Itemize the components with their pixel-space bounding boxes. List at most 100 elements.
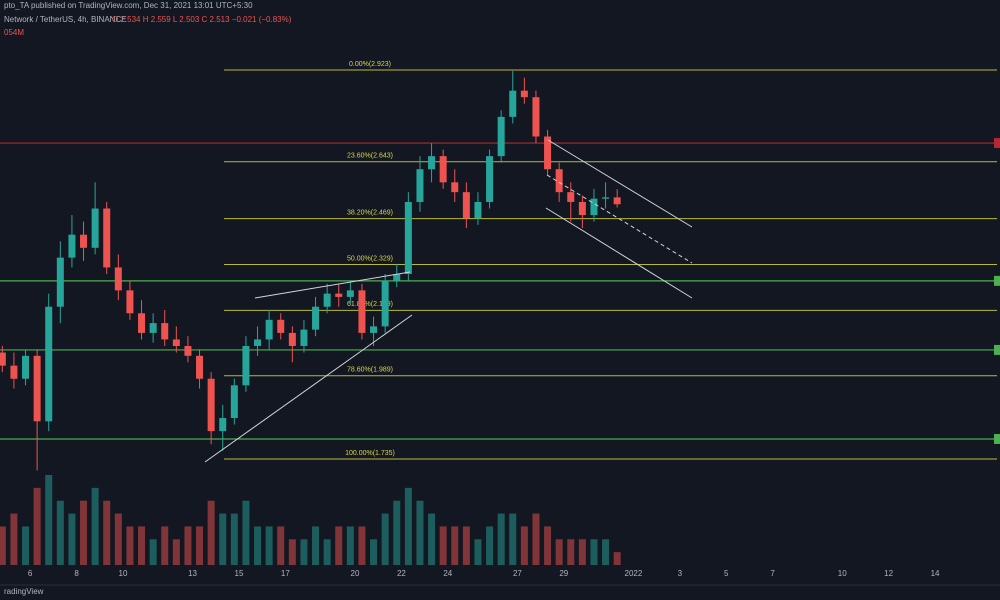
candle-body [161, 323, 169, 340]
level-tag [994, 344, 1000, 355]
x-tick-label: 13 [188, 569, 197, 578]
candle-body [114, 267, 122, 291]
candle-body [602, 197, 610, 199]
fib-label: 100.00%(1.735) [345, 450, 395, 457]
fib-label: 61.80%(2.189) [347, 301, 393, 308]
volume-bar [590, 539, 598, 565]
volume-bar [0, 526, 6, 565]
volume-bar [22, 526, 30, 565]
volume-bar [288, 539, 296, 565]
candle-body [578, 201, 586, 216]
candle-body [103, 208, 111, 268]
volume-bar [277, 526, 285, 565]
candle-body [462, 192, 470, 219]
x-tick-label: 12 [884, 569, 893, 578]
volume-bar [370, 539, 378, 565]
volume-bar [462, 526, 470, 565]
x-tick-label: 22 [397, 569, 406, 578]
candle-body [486, 156, 494, 202]
candle-body [381, 280, 389, 327]
candle-body [288, 332, 296, 347]
volume-bar [138, 526, 146, 565]
volume-bar [486, 526, 494, 565]
candle-body [428, 156, 436, 170]
volume-bar [300, 539, 308, 565]
channel-line [547, 139, 693, 228]
symbol: Network / TetherUS, 4h, BINANCE [4, 15, 127, 24]
volume-bar [103, 500, 111, 565]
candle-body [172, 339, 180, 347]
fib-label: 23.60%(2.643) [347, 153, 393, 160]
candle-body [532, 97, 540, 137]
x-tick-label: 27 [513, 569, 522, 578]
volume-bar [532, 513, 540, 565]
candle-body [230, 385, 238, 419]
channel-mid [546, 174, 693, 264]
candle-body [335, 293, 343, 297]
candle-body [277, 319, 285, 333]
volume-bar [207, 500, 215, 565]
volume-bar [312, 526, 320, 565]
candle-body [393, 273, 401, 281]
candle-body [370, 326, 378, 333]
x-tick-label: 24 [443, 569, 452, 578]
volume-bar [56, 500, 64, 565]
x-tick-label: 8 [74, 569, 79, 578]
channel-line [545, 207, 693, 299]
volume-bar [613, 552, 621, 565]
volume-bar [323, 539, 331, 565]
candle-body [91, 208, 99, 248]
volume-bar [45, 475, 53, 565]
x-tick-label: 2022 [625, 569, 643, 578]
candle-body [219, 418, 227, 432]
candle-body [126, 290, 134, 314]
volume-bar [416, 500, 424, 565]
volume-bar [114, 513, 122, 565]
x-tick-label: 5 [724, 569, 729, 578]
volume-bar [161, 526, 169, 565]
volume-bar [219, 513, 227, 565]
candle-body [439, 156, 447, 183]
candle-body [416, 169, 424, 202]
candle-body [207, 378, 215, 432]
level-tag [994, 433, 1000, 444]
volume-bar [451, 526, 459, 565]
fib-label: 38.20%(2.469) [347, 210, 393, 217]
trend-line [204, 314, 413, 463]
volume-bar [509, 513, 517, 565]
volume-bar [381, 513, 389, 565]
volume-bar [393, 500, 401, 565]
volume-bar [404, 487, 412, 565]
level-tag [994, 138, 1000, 149]
candle-body [45, 306, 53, 422]
volume-bar [254, 526, 262, 565]
candle-body [613, 197, 621, 205]
volume-bar [428, 513, 436, 565]
candle-body [33, 355, 41, 422]
volume-bar [126, 526, 134, 565]
candle-body [0, 352, 6, 366]
volume-bar [358, 526, 366, 565]
fib-label: 50.00%(2.329) [347, 255, 393, 262]
trend-line [254, 271, 411, 299]
volume-bar [265, 526, 273, 565]
volume-bar [10, 513, 18, 565]
candle-body [590, 198, 598, 216]
candle-body [346, 290, 354, 297]
candle-body [138, 313, 146, 333]
candle-body [10, 365, 18, 379]
volume-bar [578, 539, 586, 565]
x-tick-label: 6 [28, 569, 33, 578]
candle-body [567, 192, 575, 202]
ohlc: O 2.534 H 2.559 L 2.503 C 2.513 −0.021 (… [112, 15, 292, 24]
x-tick-label: 3 [678, 569, 683, 578]
candle-body [300, 329, 308, 347]
volume-bar [567, 539, 575, 565]
candle-body [497, 116, 505, 157]
candle-body [68, 234, 76, 258]
volume-bar [196, 526, 204, 565]
volume-bar [335, 526, 343, 565]
volume-bar [602, 539, 610, 565]
